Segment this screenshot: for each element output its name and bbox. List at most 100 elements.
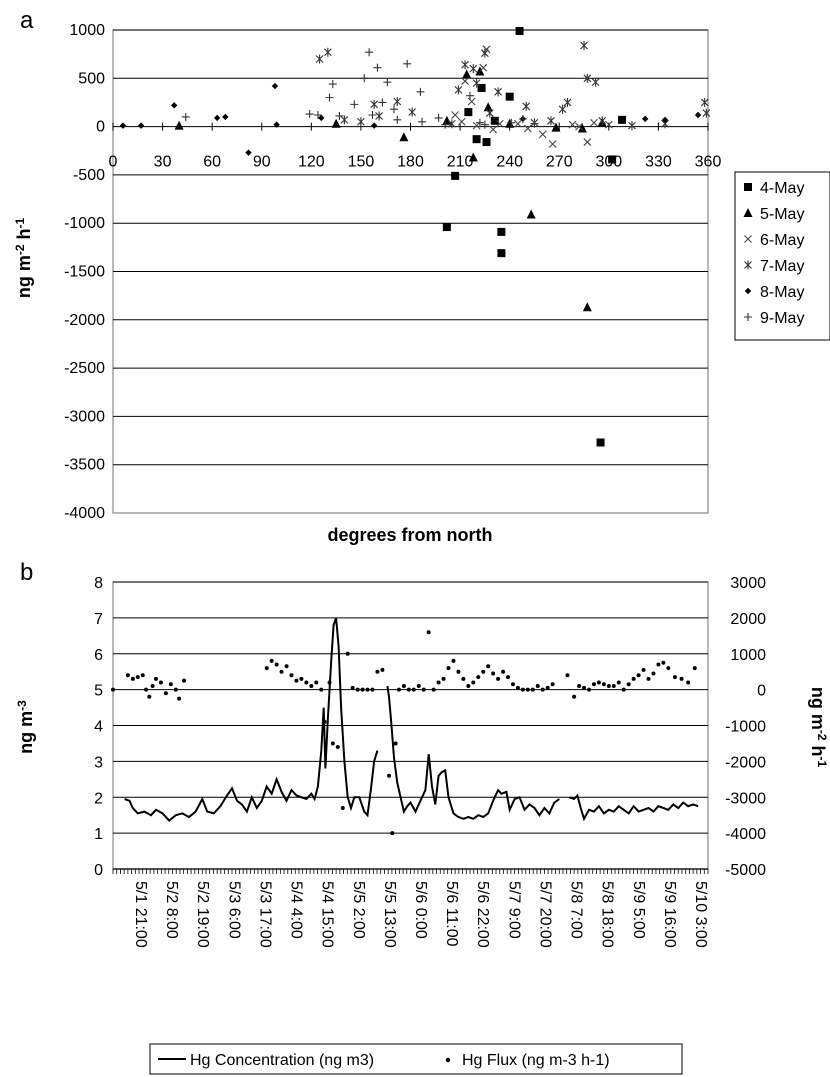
data-point xyxy=(350,100,359,109)
data-point xyxy=(618,115,627,124)
data-point-shape xyxy=(350,100,359,109)
flux-data-point xyxy=(375,669,380,674)
data-point xyxy=(548,140,557,148)
data-point xyxy=(370,122,378,129)
data-point-shape xyxy=(522,101,531,111)
flux-data-point xyxy=(486,664,491,669)
flux-data-point xyxy=(309,684,314,689)
data-point xyxy=(475,118,484,127)
panel-b-x-tick: 5/2 19:00 xyxy=(194,881,211,948)
flux-data-point xyxy=(461,676,466,681)
data-point-shape xyxy=(469,64,478,74)
panel-b-right-tick: 3000 xyxy=(730,575,766,592)
data-point-shape xyxy=(416,87,425,96)
data-point-shape xyxy=(365,48,374,57)
data-point-shape xyxy=(497,249,506,258)
flux-data-point xyxy=(626,682,631,687)
data-point-shape xyxy=(464,108,473,117)
data-point xyxy=(472,135,481,144)
panel-a-letter: a xyxy=(20,7,34,34)
data-point-shape xyxy=(507,118,516,127)
panel-a-y-tick: -1000 xyxy=(64,215,105,232)
data-point-shape xyxy=(393,96,402,106)
data-point-shape xyxy=(518,114,527,123)
panel-a-x-tick: 210 xyxy=(447,154,474,171)
flux-data-point xyxy=(476,675,481,680)
data-point-shape xyxy=(641,115,649,123)
data-point xyxy=(389,105,398,114)
data-point-shape xyxy=(328,80,337,89)
flux-data-point xyxy=(606,684,611,689)
data-point-shape xyxy=(515,26,524,35)
legend-box xyxy=(734,171,830,341)
panel-b-x-tick: 5/1 21:00 xyxy=(132,881,149,948)
data-point-shape xyxy=(378,98,387,107)
data-point xyxy=(580,40,588,50)
legend-label: 5-May xyxy=(760,206,804,223)
data-point-shape xyxy=(383,78,392,87)
data-point-shape xyxy=(590,118,598,127)
data-point-shape xyxy=(608,155,617,164)
panel-b-x-tick: 5/7 9:00 xyxy=(505,881,522,939)
flux-data-point xyxy=(264,666,269,671)
panel-b-letter: b xyxy=(20,559,33,586)
flux-data-point xyxy=(436,680,441,685)
legend-label: 4-May xyxy=(760,180,804,197)
panel-b-left-tick: 5 xyxy=(94,683,103,700)
flux-data-point xyxy=(572,694,577,699)
data-point xyxy=(628,121,636,131)
data-point xyxy=(577,123,587,133)
legend-box xyxy=(149,1043,683,1075)
panel-a-x-tick: 240 xyxy=(496,154,523,171)
flux-data-point xyxy=(656,662,661,667)
flux-data-point xyxy=(396,687,401,692)
legend-marker xyxy=(744,260,752,270)
data-point-shape xyxy=(490,116,499,125)
data-point xyxy=(181,112,190,121)
data-point xyxy=(490,116,499,125)
panel-b-chart: b 8 7 6 5 4 3 2 1 0 3000 2000 1000 0 -1000 -2000 -3000… xyxy=(15,559,829,1075)
data-point xyxy=(357,117,365,127)
data-point-shape xyxy=(170,102,178,109)
data-point-shape xyxy=(119,122,127,129)
data-point xyxy=(451,171,460,180)
flux-data-point xyxy=(421,687,426,692)
data-point-shape xyxy=(451,111,460,119)
data-point-shape xyxy=(331,118,341,128)
flux-data-point xyxy=(299,676,304,681)
legend-label-flux: Hg Flux (ng m-3 h-1) xyxy=(462,1052,610,1069)
panel-b-x-tick: 5/7 20:00 xyxy=(536,881,553,948)
data-point-shape xyxy=(477,83,486,92)
data-point xyxy=(494,87,502,97)
data-point-shape xyxy=(360,74,369,83)
flux-data-point xyxy=(360,687,365,692)
legend-label: 8-May xyxy=(760,284,804,301)
flux-data-point xyxy=(641,667,646,672)
flux-data-point xyxy=(587,687,591,692)
flux-data-point xyxy=(456,669,461,674)
flux-data-point xyxy=(335,745,340,750)
flux-data-point xyxy=(616,680,621,685)
panel-b-x-tick: 5/6 22:00 xyxy=(474,881,491,948)
data-point-shape xyxy=(548,140,557,148)
data-point xyxy=(575,122,583,131)
data-point-shape xyxy=(702,108,711,118)
panel-b-x-tick: 5/8 7:00 xyxy=(568,881,585,939)
flux-data-point xyxy=(406,687,411,692)
data-point-shape xyxy=(370,122,378,129)
flux-data-point xyxy=(355,687,360,692)
flux-data-point xyxy=(182,678,187,683)
panel-a-x-tick: 30 xyxy=(154,154,172,171)
data-point-shape xyxy=(468,152,478,162)
data-point xyxy=(434,113,443,122)
panel-b-x-tick: 5/3 6:00 xyxy=(225,881,242,939)
data-point xyxy=(447,119,456,129)
legend-marker-shape xyxy=(743,208,753,217)
data-point xyxy=(137,122,145,129)
data-point-shape xyxy=(618,115,627,124)
data-point-shape xyxy=(181,112,190,121)
data-point xyxy=(558,104,567,114)
flux-data-point xyxy=(651,671,656,676)
data-point xyxy=(522,101,531,111)
